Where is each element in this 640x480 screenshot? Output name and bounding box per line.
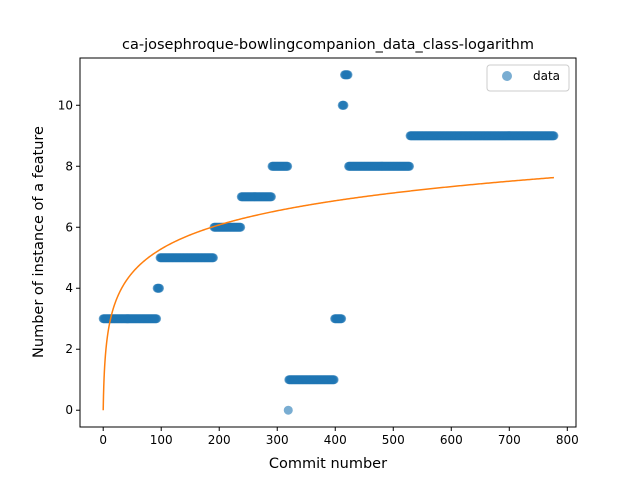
data-point: [337, 314, 346, 323]
y-axis-label: Number of instance of a feature: [31, 126, 47, 358]
y-tick-label: 8: [65, 159, 73, 173]
data-point: [152, 314, 161, 323]
x-tick-label: 400: [324, 433, 347, 447]
x-tick-label: 500: [382, 433, 405, 447]
legend-marker-data: [502, 71, 512, 81]
data-point: [344, 70, 353, 79]
data-point: [284, 406, 293, 415]
x-tick-label: 700: [498, 433, 521, 447]
data-point: [549, 131, 558, 140]
data-point: [339, 101, 348, 110]
x-tick-label: 100: [150, 433, 173, 447]
x-tick-label: 0: [99, 433, 107, 447]
data-point: [155, 284, 164, 293]
data-point: [209, 253, 218, 262]
x-tick-label: 800: [556, 433, 579, 447]
data-point: [283, 162, 292, 171]
data-point: [330, 375, 339, 384]
legend: data: [487, 65, 569, 91]
chart-title: ca-josephroque-bowlingcompanion_data_cla…: [122, 37, 534, 53]
data-point: [405, 162, 414, 171]
y-tick-label: 2: [65, 342, 73, 356]
data-point: [267, 192, 276, 201]
x-axis-label: Commit number: [269, 456, 387, 472]
legend-label-data: data: [533, 69, 560, 83]
y-tick-label: 6: [65, 220, 73, 234]
y-tick-label: 4: [65, 281, 73, 295]
y-tick-label: 0: [65, 403, 73, 417]
x-tick-label: 200: [208, 433, 231, 447]
data-point: [236, 223, 245, 232]
x-tick-label: 600: [440, 433, 463, 447]
x-tick-label: 300: [266, 433, 289, 447]
y-tick-label: 10: [58, 98, 73, 112]
